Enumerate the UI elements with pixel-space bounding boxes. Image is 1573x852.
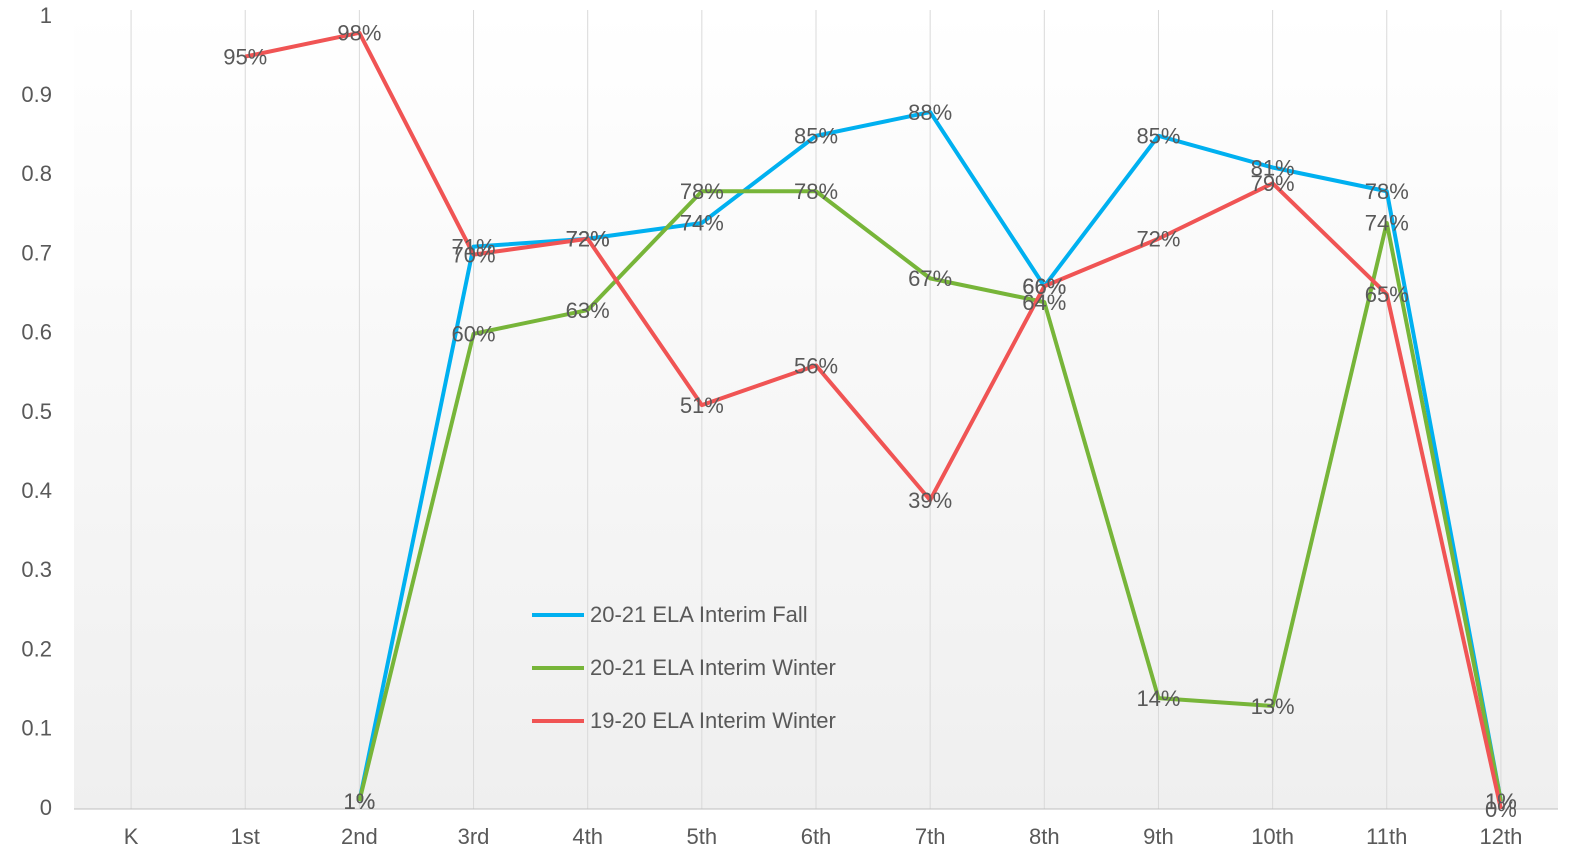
data-label: 78% xyxy=(794,179,838,204)
x-tick-label: 3rd xyxy=(458,824,490,849)
y-tick-label: 0.2 xyxy=(21,636,52,661)
x-tick-label: 7th xyxy=(915,824,946,849)
data-label: 88% xyxy=(908,100,952,125)
x-tick-label: 6th xyxy=(801,824,832,849)
data-label: 1% xyxy=(1485,789,1517,814)
x-tick-label: K xyxy=(124,824,139,849)
data-label: 78% xyxy=(1365,179,1409,204)
data-label: 64% xyxy=(1022,290,1066,315)
data-label: 95% xyxy=(223,44,267,69)
y-tick-label: 0 xyxy=(40,795,52,820)
y-tick-label: 0.1 xyxy=(21,716,52,741)
data-label: 39% xyxy=(908,488,952,513)
y-tick-label: 0.4 xyxy=(21,478,52,503)
x-tick-label: 11th xyxy=(1366,824,1407,849)
legend-label: 20-21 ELA Interim Winter xyxy=(590,655,836,680)
x-tick-label: 8th xyxy=(1029,824,1060,849)
data-label: 72% xyxy=(566,227,610,252)
y-tick-label: 0.9 xyxy=(21,82,52,107)
x-tick-label: 12th xyxy=(1480,824,1523,849)
data-label: 70% xyxy=(452,242,496,267)
y-tick-label: 1 xyxy=(40,3,52,28)
data-label: 1% xyxy=(343,789,375,814)
data-label: 74% xyxy=(680,211,724,236)
legend-label: 20-21 ELA Interim Fall xyxy=(590,602,808,627)
series-line xyxy=(357,110,1503,802)
series-line xyxy=(357,189,1503,802)
data-label: 81% xyxy=(1251,155,1295,180)
data-label: 63% xyxy=(566,298,610,323)
data-label: 98% xyxy=(337,21,381,46)
data-label: 14% xyxy=(1136,686,1180,711)
data-label: 79% xyxy=(1251,171,1295,196)
x-tick-label: 9th xyxy=(1143,824,1174,849)
x-tick-label: 4th xyxy=(572,824,603,849)
y-tick-label: 0.7 xyxy=(21,240,52,265)
x-tick-label: 10th xyxy=(1251,824,1294,849)
y-tick-label: 0.6 xyxy=(21,320,52,345)
data-label: 13% xyxy=(1251,694,1295,719)
legend-label: 19-20 ELA Interim Winter xyxy=(590,708,836,733)
data-label: 1% xyxy=(343,789,375,814)
series-line xyxy=(244,30,1503,810)
data-label: 67% xyxy=(908,266,952,291)
y-tick-label: 0.8 xyxy=(21,161,52,186)
x-tick-label: 2nd xyxy=(341,824,378,849)
data-label: 74% xyxy=(1365,211,1409,236)
data-label: 66% xyxy=(1022,274,1066,299)
data-label: 85% xyxy=(1136,124,1180,149)
data-label: 1% xyxy=(1485,789,1517,814)
data-label: 0% xyxy=(1485,797,1517,822)
data-label: 56% xyxy=(794,353,838,378)
data-label: 78% xyxy=(680,179,724,204)
x-tick-label: 5th xyxy=(687,824,718,849)
data-label: 60% xyxy=(452,322,496,347)
data-label: 51% xyxy=(680,393,724,418)
data-label: 72% xyxy=(1136,227,1180,252)
data-label: 71% xyxy=(452,234,496,259)
y-tick-label: 0.5 xyxy=(21,399,52,424)
data-label: 85% xyxy=(794,124,838,149)
x-tick-label: 1st xyxy=(231,824,260,849)
data-label: 66% xyxy=(1022,274,1066,299)
data-label: 65% xyxy=(1365,282,1409,307)
data-label: 72% xyxy=(566,227,610,252)
y-tick-label: 0.3 xyxy=(21,557,52,582)
